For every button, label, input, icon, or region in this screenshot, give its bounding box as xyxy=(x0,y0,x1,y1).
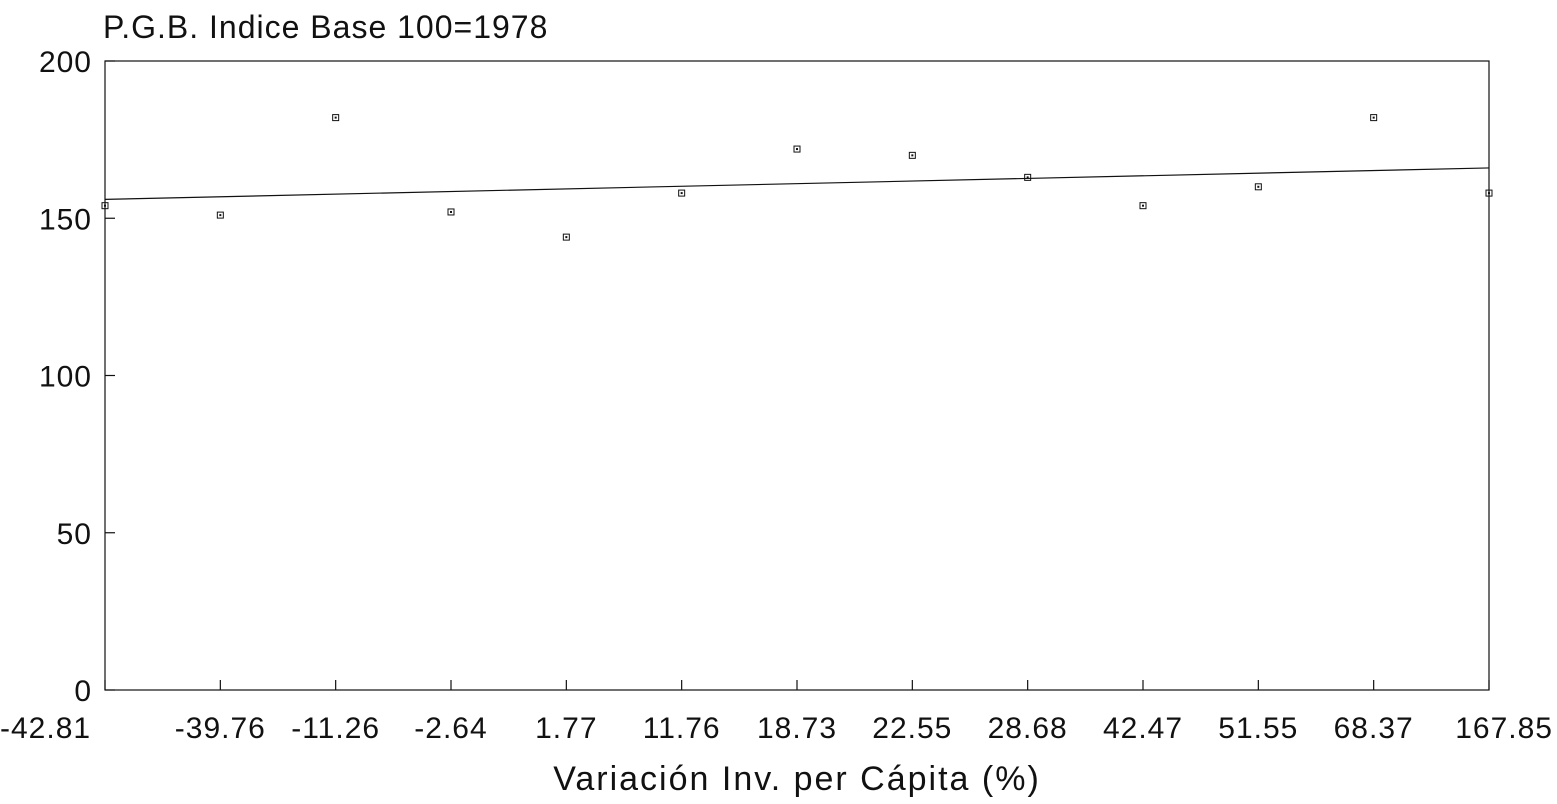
data-point-marker xyxy=(1139,202,1147,210)
data-points xyxy=(101,114,1493,241)
y-tick-label: 200 xyxy=(39,46,92,79)
plot-frame xyxy=(104,60,1490,691)
data-point xyxy=(332,114,340,122)
data-point xyxy=(1139,202,1147,210)
data-point-marker xyxy=(101,202,109,210)
y-tick-label: 0 xyxy=(74,675,92,708)
x-tick-label: 167.85 xyxy=(1455,712,1553,745)
data-point-marker xyxy=(562,233,570,241)
x-tick-label: -2.64 xyxy=(414,712,487,745)
x-tick-label: 18.73 xyxy=(757,712,837,745)
x-tick-label: -39.76 xyxy=(175,712,266,745)
data-point xyxy=(1370,114,1378,122)
data-point-dot xyxy=(680,192,683,195)
data-point-dot xyxy=(565,236,568,239)
y-tick-label: 150 xyxy=(39,203,92,236)
y-axis: 0 50 100 150 200 xyxy=(39,46,115,708)
data-point-dot xyxy=(911,154,914,157)
data-point-dot xyxy=(1142,204,1144,207)
data-point xyxy=(793,145,801,153)
data-point xyxy=(1485,189,1493,197)
x-tick-label: 22.55 xyxy=(872,712,952,745)
data-point xyxy=(216,211,224,219)
data-point-marker xyxy=(908,151,916,159)
data-point-marker xyxy=(678,189,686,197)
trend-line xyxy=(104,167,1490,200)
x-tick-label: -42.81 xyxy=(0,712,91,745)
x-tick-label: 42.47 xyxy=(1103,712,1183,745)
data-point-marker xyxy=(332,114,340,122)
plot-border xyxy=(104,60,1490,691)
data-point xyxy=(908,151,916,159)
data-point-dot xyxy=(1257,185,1260,188)
x-axis-label: Variación Inv. per Cápita (%) xyxy=(553,760,1041,798)
x-tick-label: 1.77 xyxy=(535,712,597,745)
data-point-dot xyxy=(104,204,106,207)
x-tick-label: 28.68 xyxy=(988,712,1068,745)
y-tick-label: 100 xyxy=(39,361,92,394)
data-point-dot xyxy=(334,116,337,119)
x-tick-label: 68.37 xyxy=(1334,712,1414,745)
y-tick-label: 50 xyxy=(57,518,92,551)
data-point-marker xyxy=(1370,114,1378,122)
x-axis: -42.81 -39.76 -11.26 -2.64 1.77 11.76 18.73 22.… xyxy=(0,680,1553,745)
data-point xyxy=(101,202,109,210)
data-point xyxy=(1254,183,1262,191)
data-point-marker xyxy=(216,211,224,219)
chart-title: P.G.B. Indice Base 100=1978 xyxy=(103,9,548,45)
data-point-marker xyxy=(793,145,801,153)
data-point-dot xyxy=(796,148,798,151)
data-point xyxy=(447,208,455,216)
data-point-marker xyxy=(1485,189,1493,197)
data-point-dot xyxy=(1372,116,1375,119)
data-point-dot xyxy=(219,214,222,217)
x-tick-label: -11.26 xyxy=(291,712,380,745)
data-point xyxy=(1024,173,1032,181)
data-point-marker xyxy=(1254,183,1262,191)
data-point-dot xyxy=(1026,176,1029,179)
data-point-dot xyxy=(450,210,452,213)
data-point xyxy=(562,233,570,241)
data-point-marker xyxy=(447,208,455,216)
data-point-dot xyxy=(1488,192,1490,195)
x-tick-label: 11.76 xyxy=(643,712,721,745)
x-tick-label: 51.55 xyxy=(1218,712,1298,745)
data-point-marker xyxy=(1024,173,1032,181)
data-point xyxy=(678,189,686,197)
trend-line-group xyxy=(104,167,1490,200)
